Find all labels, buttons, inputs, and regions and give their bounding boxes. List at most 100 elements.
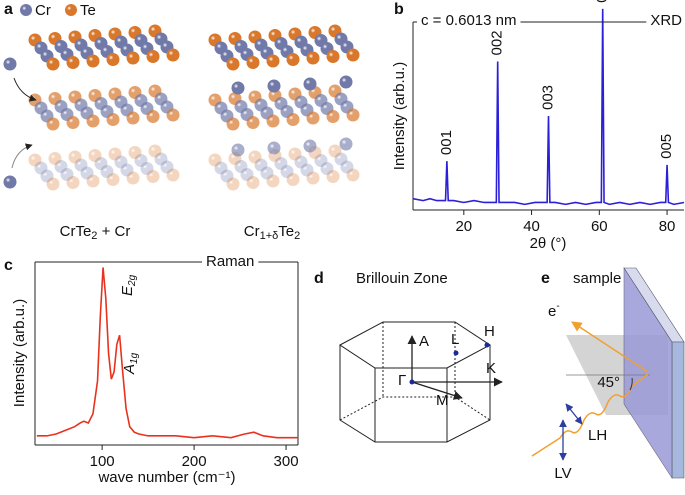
chart-title: Raman	[206, 253, 254, 270]
peak-label: A1g	[121, 352, 140, 375]
atom	[226, 117, 240, 131]
point-label: L	[451, 331, 459, 348]
atom	[246, 116, 260, 129]
angle-arc	[629, 377, 633, 391]
atom	[166, 108, 180, 122]
legend-label: Cr	[35, 2, 51, 19]
legend-swatch	[65, 4, 77, 16]
atom	[267, 79, 281, 93]
photoelectron	[571, 321, 649, 373]
x-tick-label: 40	[523, 218, 540, 235]
panel-title: Brillouin Zone	[356, 270, 448, 287]
atom	[126, 51, 140, 65]
atom	[86, 114, 100, 128]
light-beam	[531, 373, 649, 457]
peak-label: 002	[489, 30, 506, 55]
panel-title: sample	[573, 270, 621, 287]
data-line	[36, 267, 298, 439]
peak-label: 005	[658, 134, 675, 159]
atom	[46, 117, 60, 131]
atom	[66, 116, 80, 129]
angle-label: 45°	[597, 374, 620, 391]
atom	[106, 53, 120, 66]
atom	[303, 139, 317, 153]
x-tick-label: 60	[591, 218, 608, 235]
x-axis-title: 2θ (°)	[530, 235, 567, 252]
panel-letter: a	[4, 1, 13, 18]
atom	[146, 110, 160, 123]
polarization-label: LV	[554, 465, 571, 482]
atom	[231, 81, 245, 95]
legend-label: Te	[80, 2, 96, 19]
atom	[46, 177, 60, 191]
atom	[306, 171, 320, 185]
atom	[266, 54, 280, 68]
panel-letter: e	[541, 270, 550, 287]
atom	[306, 51, 320, 65]
atom	[326, 170, 340, 183]
crystal-structure	[3, 24, 360, 191]
atom	[226, 57, 240, 71]
atom	[303, 77, 317, 91]
atom	[3, 175, 17, 189]
x-axis-title: wave number (cm⁻¹)	[97, 469, 235, 486]
atom	[3, 57, 17, 71]
atom	[86, 174, 100, 188]
legend-label: XRD	[650, 12, 682, 29]
peak-label: 001	[438, 130, 455, 155]
atom	[326, 110, 340, 123]
atom	[286, 173, 300, 186]
structure-label: Cr1+δTe2	[244, 223, 300, 242]
x-tick-label: 300	[274, 453, 299, 470]
panel-letter: d	[314, 270, 324, 287]
atom	[246, 176, 260, 189]
atom	[66, 56, 80, 69]
atom	[339, 75, 353, 89]
atom	[339, 137, 353, 151]
x-tick-label: 100	[90, 453, 115, 470]
x-tick-label: 80	[659, 218, 676, 235]
atom	[166, 48, 180, 62]
atom	[166, 168, 180, 182]
atom	[346, 108, 360, 122]
atom	[146, 170, 160, 183]
x-tick-label: 20	[455, 218, 472, 235]
atom	[126, 171, 140, 185]
atom	[86, 54, 100, 68]
sample-slab	[623, 266, 673, 480]
y-axis-title: Intensity (arb.u.)	[391, 62, 408, 170]
panel-letter: b	[394, 1, 404, 18]
atom	[66, 176, 80, 189]
brillouin-zone	[339, 321, 491, 443]
y-axis-title: Intensity (arb.u.)	[11, 299, 28, 407]
chart-title: c = 0.6013 nm	[421, 12, 516, 29]
point-label: M	[436, 392, 449, 409]
atom	[326, 50, 340, 63]
panel-letter: c	[4, 257, 13, 274]
peak-label: E2g	[119, 274, 138, 296]
peak-label: 003	[539, 85, 556, 110]
point-label: Γ	[398, 372, 406, 389]
structure-label: CrTe2 + Cr	[60, 223, 131, 242]
atom	[226, 177, 240, 191]
arrow	[13, 77, 37, 102]
x-tick-label: 200	[182, 453, 207, 470]
atom	[306, 111, 320, 125]
atom	[246, 56, 260, 69]
atom	[266, 114, 280, 128]
atom	[231, 143, 245, 157]
axis-arrow	[411, 381, 463, 400]
atom	[346, 48, 360, 62]
polarization-label: LH	[588, 427, 607, 444]
arrow	[11, 143, 33, 169]
point-label: A	[419, 333, 429, 350]
point-label: K	[486, 360, 496, 377]
atom	[267, 141, 281, 155]
atom	[346, 168, 360, 182]
atom	[286, 53, 300, 66]
data-line	[412, 8, 685, 206]
point	[409, 379, 415, 385]
sample-slab	[671, 341, 685, 479]
legend-swatch	[20, 4, 32, 16]
